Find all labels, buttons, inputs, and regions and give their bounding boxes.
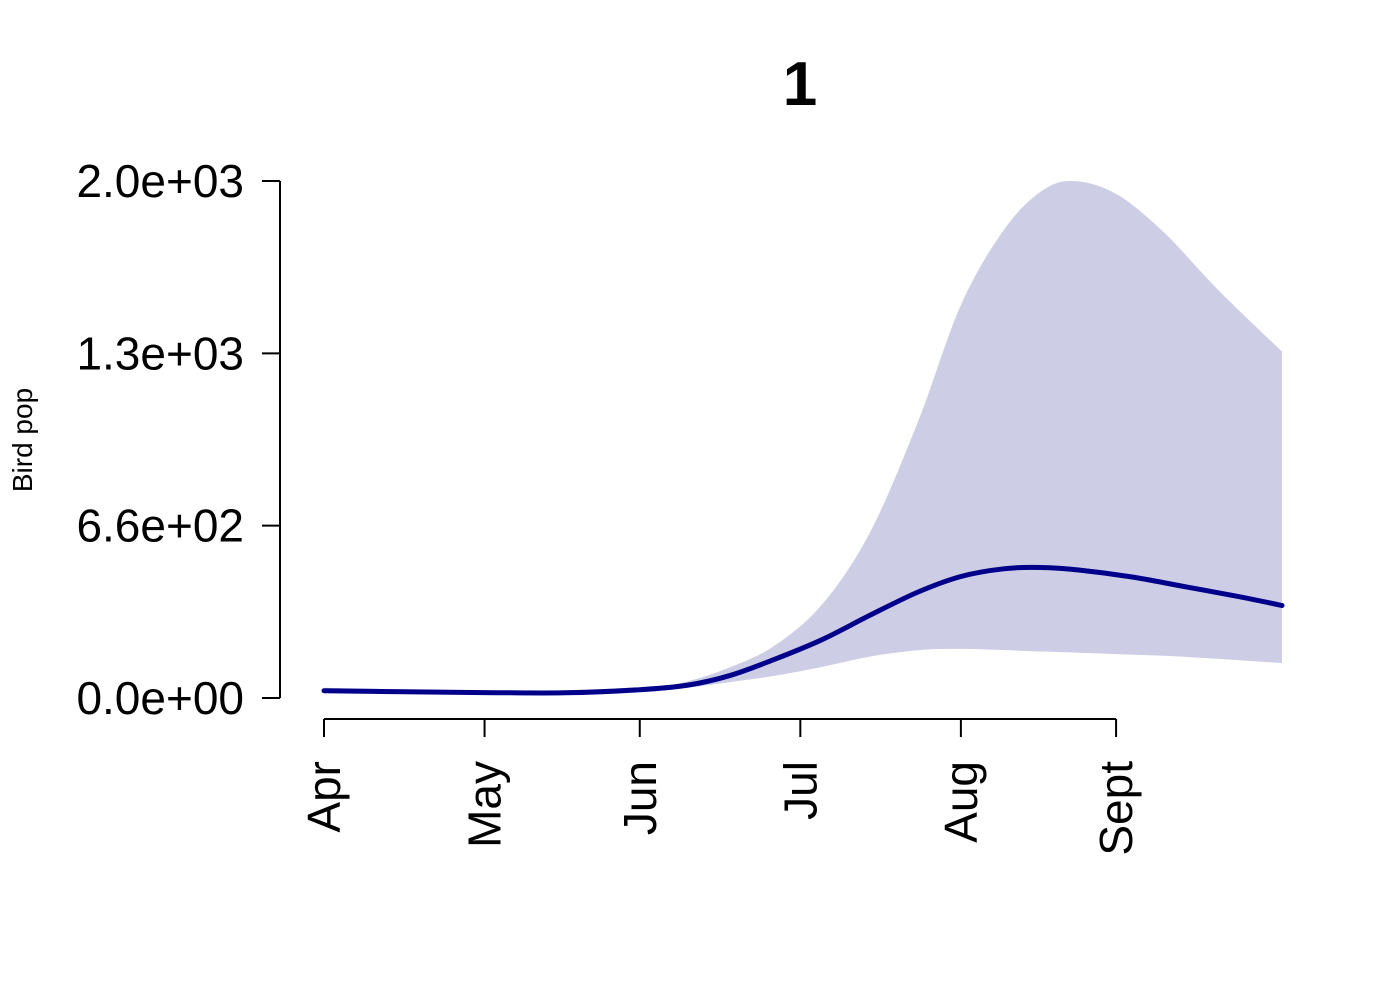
- x-tick-label: May: [459, 761, 511, 848]
- y-axis-label: Bird pop: [7, 388, 38, 492]
- mean-line: [321, 564, 1285, 696]
- y-tick-label: 2.0e+03: [76, 155, 244, 207]
- y-ticks: 0.0e+00 6.6e+02 1.3e+03 2.0e+03: [76, 155, 280, 724]
- x-ticks: Apr May Jun Jul Aug Sept: [298, 719, 1142, 856]
- y-tick-label: 0.0e+00: [76, 672, 244, 724]
- x-tick-label: Jun: [614, 761, 666, 835]
- y-tick-label: 6.6e+02: [76, 500, 244, 552]
- chart-title: 1: [783, 50, 817, 119]
- x-tick-label: Jul: [774, 761, 826, 820]
- confidence-band: [324, 180, 1282, 694]
- x-tick-label: Apr: [298, 761, 350, 833]
- x-tick-label: Sept: [1090, 761, 1142, 856]
- x-tick-label: Aug: [935, 761, 987, 843]
- y-tick-label: 1.3e+03: [76, 327, 244, 379]
